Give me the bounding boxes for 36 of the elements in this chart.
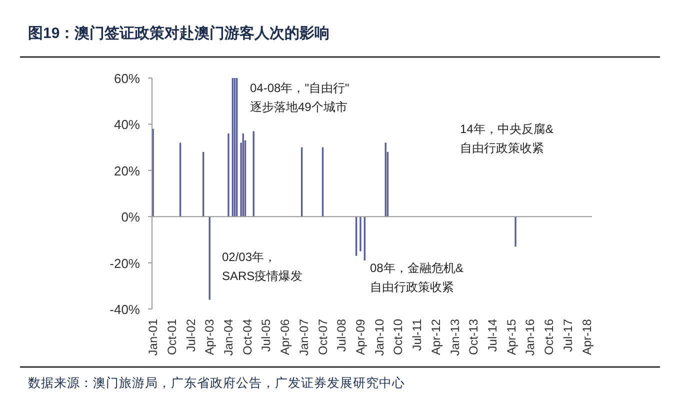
x-tick-label: Apr-03 xyxy=(202,318,217,356)
y-tick-label: -40% xyxy=(110,302,140,317)
x-tick-label: Jan-16 xyxy=(523,318,538,356)
y-tick-label: 40% xyxy=(114,117,140,132)
x-tick-label: Jul-17 xyxy=(560,318,575,352)
x-tick-label: Jan-04 xyxy=(221,318,236,356)
annotation: 04-08年，"自由行" 逐步落地49个城市 xyxy=(250,81,350,114)
x-tick-label: Apr-09 xyxy=(353,318,368,356)
annotation: 02/03年， SARS疫情爆发 xyxy=(222,250,303,283)
x-tick-label: Jan-13 xyxy=(448,318,462,356)
x-tick-label: Jul-14 xyxy=(485,318,500,352)
y-tick-label: 0% xyxy=(121,210,140,225)
annotation: 08年，金融危机& 自由行政策收紧 xyxy=(370,261,464,294)
x-tick-label: Oct-10 xyxy=(391,318,406,356)
x-tick-label: Oct-04 xyxy=(240,318,254,356)
x-tick-label: Oct-13 xyxy=(466,318,481,356)
source-note: 数据来源：澳门旅游局，广东省政府公告，广发证券发展研究中心 xyxy=(28,375,405,390)
x-tick-label: Jul-11 xyxy=(410,318,424,351)
x-tick-label: Apr-15 xyxy=(504,318,518,356)
x-tick-label: Jan-01 xyxy=(146,318,160,356)
x-tick-label: Jan-10 xyxy=(372,318,386,356)
x-tick-label: Jul-08 xyxy=(334,318,349,352)
x-tick-label: Apr-18 xyxy=(580,318,594,356)
chart-title: 图19：澳门签证政策对赴澳门游客人次的影响 xyxy=(28,24,330,42)
x-tick-label: Oct-16 xyxy=(542,318,556,356)
y-tick-label: -20% xyxy=(110,256,140,271)
x-tick-label: Jan-07 xyxy=(296,318,311,356)
annotation: 14年，中央反腐& 自由行政策收紧 xyxy=(460,122,554,155)
x-tick-label: Jul-05 xyxy=(259,318,274,352)
y-tick-label: 60% xyxy=(114,71,140,86)
x-tick-label: Jul-02 xyxy=(184,318,198,352)
y-tick-label: 20% xyxy=(114,163,140,178)
x-tick-label: Apr-06 xyxy=(278,318,292,356)
x-tick-label: Oct-07 xyxy=(316,318,330,356)
x-tick-label: Apr-12 xyxy=(428,318,443,356)
x-tick-label: Oct-01 xyxy=(164,318,179,356)
